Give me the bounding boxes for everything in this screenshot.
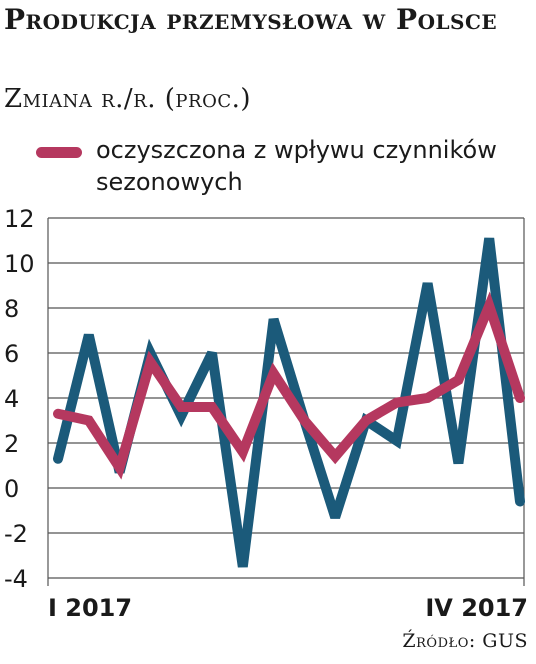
legend: oczyszczona z wpływu czynników sezonowyc… <box>36 134 526 198</box>
legend-swatch-seasonal <box>36 147 82 158</box>
y-tick-label: 10 <box>4 250 35 278</box>
y-tick-label: 4 <box>4 385 19 413</box>
x-axis-ticks: I 2017 IV 2017 <box>48 594 528 622</box>
chart-title: Produkcja przemysłowa w Polsce <box>4 3 498 36</box>
legend-label-seasonal: oczyszczona z wpływu czynników sezonowyc… <box>96 136 497 196</box>
y-tick-label: 12 <box>4 205 35 233</box>
y-tick-label: 2 <box>4 430 19 458</box>
y-tick-label: -4 <box>4 565 28 593</box>
y-tick-label: -2 <box>4 520 28 548</box>
chart-subtitle: Zmiana r./r. (proc.) <box>4 84 252 114</box>
y-axis-ticks: 12 10 8 6 4 2 0 -2 -4 <box>4 205 35 593</box>
y-tick-label: 0 <box>4 475 19 503</box>
source-note: Źródło: GUS <box>402 630 528 652</box>
y-tick-label: 6 <box>4 340 19 368</box>
x-tick-label: I 2017 <box>48 594 132 622</box>
series-line-seasonal <box>53 291 525 480</box>
series-lines <box>53 237 525 568</box>
y-tick-label: 8 <box>4 295 19 323</box>
x-tick-label: IV 2017 <box>425 594 528 622</box>
